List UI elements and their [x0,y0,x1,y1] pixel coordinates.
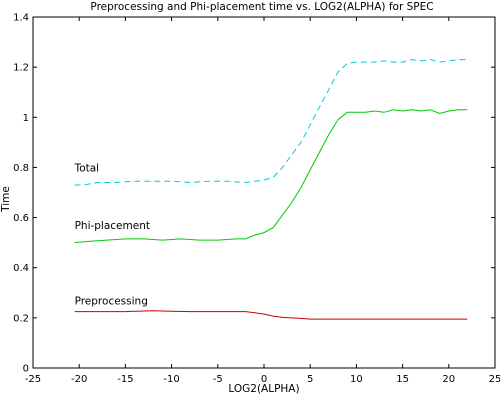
y-tick-label: 0.4 [13,263,29,274]
series-line-total [74,59,468,186]
x-axis-label: LOG2(ALPHA) [228,383,299,395]
series-line-preprocessing [74,310,468,320]
y-tick-label: 1.2 [13,63,29,74]
x-tick-label: -25 [25,374,41,385]
x-tick-label: -20 [71,374,87,385]
series-label-preprocessing: Preprocessing [75,295,148,307]
x-tick-label: 10 [350,374,363,385]
x-tick-label: 20 [442,374,455,385]
series-annotations: Total Phi-placement Preprocessing [74,162,150,307]
y-axis-label: Time [0,186,12,213]
x-tick-label: 5 [307,374,313,385]
y-tick-label: 0 [23,364,29,375]
plot-frame [32,16,496,369]
x-tick-label: 15 [396,374,409,385]
x-tick-label: -5 [213,374,223,385]
y-tick-label: 0.2 [13,313,29,324]
series-group [74,59,468,320]
x-tick-label: 0 [261,374,267,385]
axes: -25 -20 -15 -10 -5 0 5 10 15 20 25 0 0.2 0.4 0.6 0.8 1 1.… [13,13,500,386]
y-tick-label: 0.6 [13,213,29,224]
x-tick-label: 25 [489,374,500,385]
x-tick-label: -15 [117,374,133,385]
x-tick-label: -10 [163,374,179,385]
series-label-phi-placement: Phi-placement [75,220,150,232]
chart-title: Preprocessing and Phi-placement time vs.… [90,1,433,13]
series-label-total: Total [74,162,100,174]
y-tick-label: 0.8 [13,163,29,174]
series-line-phi-placement [74,109,468,244]
y-tick-label: 1 [23,113,29,124]
y-tick-label: 1.4 [13,13,29,24]
